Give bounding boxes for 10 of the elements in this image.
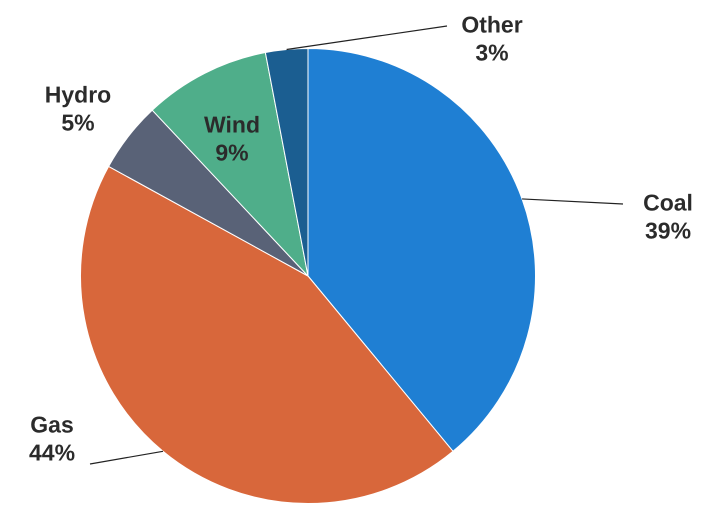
slice-label: Hydro	[44, 81, 112, 108]
data-label: 3%	[475, 39, 509, 66]
slice-label: Gas	[30, 411, 74, 438]
data-label: 5%	[61, 109, 95, 136]
slice-label: Other	[461, 11, 523, 38]
data-label: 39%	[644, 217, 692, 244]
slice-label: Coal	[643, 189, 693, 216]
data-label: 44%	[28, 439, 76, 466]
slice-label: Wind	[204, 111, 260, 138]
data-label: 9%	[215, 139, 249, 166]
